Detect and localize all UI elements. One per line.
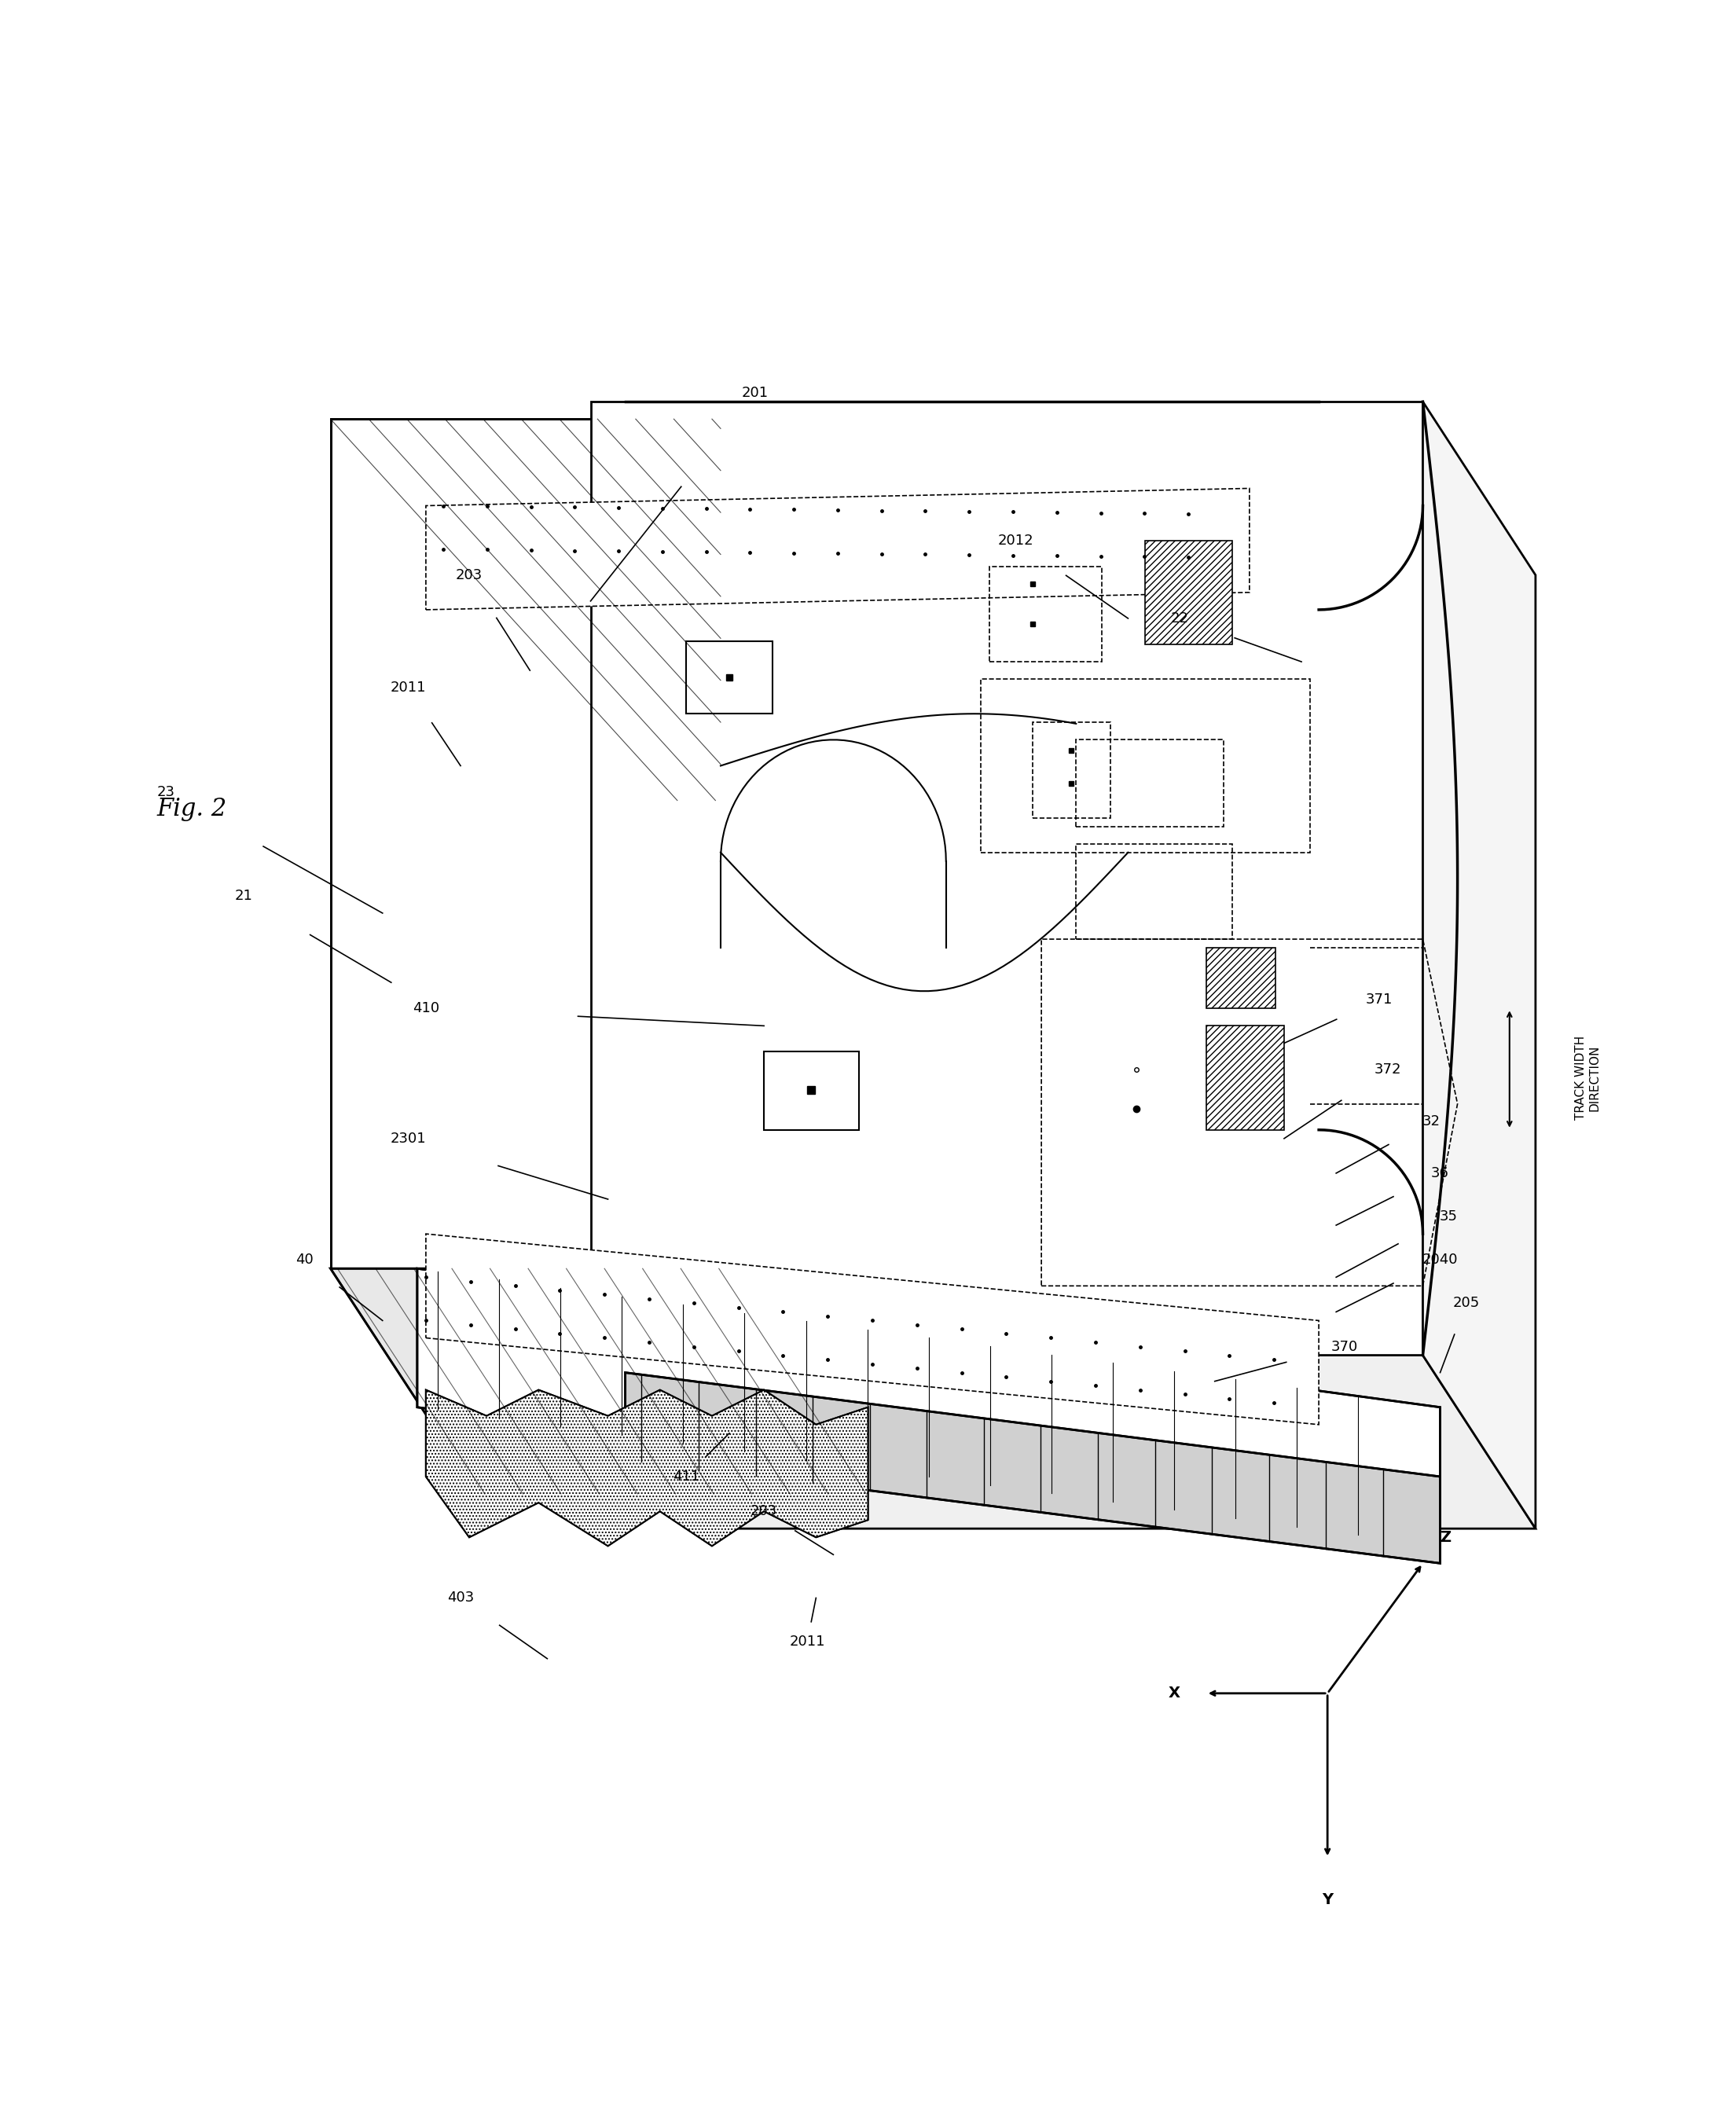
Text: 371: 371 [1366,993,1392,1007]
Text: TRACK WIDTH
DIRECTION: TRACK WIDTH DIRECTION [1575,1035,1601,1120]
Bar [1033,723,1111,819]
Polygon shape [625,1372,1441,1563]
Text: 32: 32 [1422,1114,1441,1128]
Polygon shape [1207,1027,1285,1130]
Text: 23: 23 [156,785,175,800]
Text: Y: Y [1321,1892,1333,1907]
Polygon shape [330,1268,868,1493]
Polygon shape [1146,541,1233,645]
Polygon shape [330,420,720,1268]
Text: 205: 205 [1453,1296,1479,1311]
Text: 372: 372 [1375,1063,1401,1075]
Text: 403: 403 [448,1591,474,1606]
Bar [990,566,1102,662]
Text: 40: 40 [295,1254,314,1266]
Polygon shape [1424,401,1536,1529]
Text: 203: 203 [750,1504,778,1519]
Text: 2011: 2011 [391,681,427,696]
Text: 2012: 2012 [998,532,1033,547]
FancyBboxPatch shape [764,1052,859,1130]
Text: 370: 370 [1332,1340,1358,1353]
Text: X: X [1168,1686,1180,1701]
Text: 203: 203 [457,568,483,581]
Text: Fig. 2: Fig. 2 [158,797,227,821]
Text: 21: 21 [234,889,253,904]
Text: 410: 410 [413,1001,439,1016]
Text: 36: 36 [1430,1167,1450,1179]
Polygon shape [425,1389,868,1546]
Bar [1076,844,1233,940]
Polygon shape [1207,948,1276,1007]
Text: Z: Z [1441,1529,1451,1544]
Text: 201: 201 [741,386,769,401]
FancyBboxPatch shape [686,641,773,715]
Text: 2040: 2040 [1422,1254,1458,1266]
Polygon shape [425,1234,1319,1425]
Polygon shape [590,401,1424,1355]
Polygon shape [425,1389,868,1546]
Polygon shape [590,1355,1536,1529]
Text: 411: 411 [672,1470,700,1485]
Text: 35: 35 [1439,1209,1458,1224]
Text: 2011: 2011 [790,1635,825,1648]
Polygon shape [425,488,1250,609]
Text: 22: 22 [1172,611,1189,626]
Bar [1076,740,1224,827]
Polygon shape [417,1268,1441,1546]
Polygon shape [720,420,868,1493]
Text: 2301: 2301 [391,1130,427,1145]
